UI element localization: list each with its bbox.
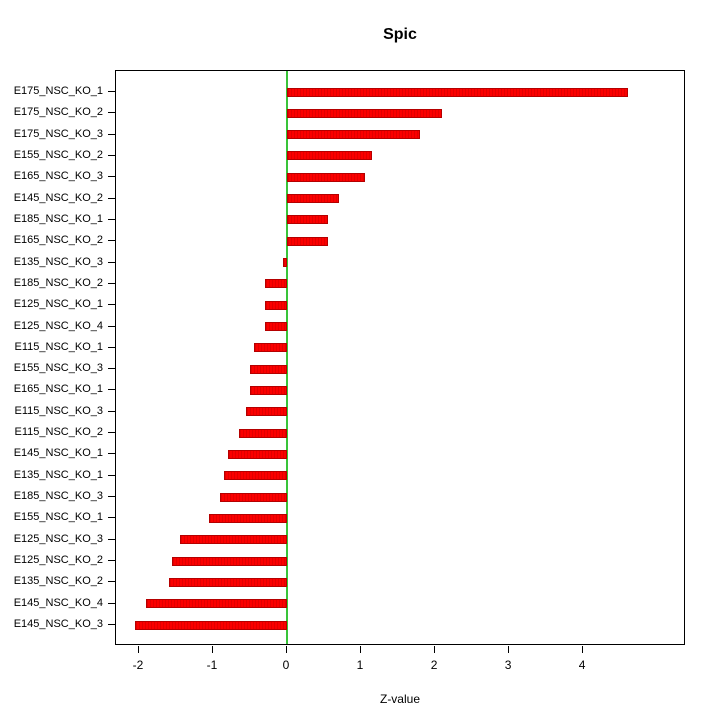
y-axis-label: E125_NSC_KO_2 (13, 554, 103, 567)
y-axis-label: E145_NSC_KO_2 (13, 191, 103, 204)
x-axis-tick-label: -1 (206, 658, 218, 672)
x-axis-tick (360, 646, 362, 653)
bar (287, 108, 443, 118)
x-axis-tick (286, 646, 287, 653)
y-axis-tick (108, 453, 115, 455)
x-axis-label: Z-value (379, 692, 420, 706)
chart-title: Spic (383, 26, 417, 43)
y-axis-label: E125_NSC_KO_4 (13, 319, 103, 332)
y-axis-label: E165_NSC_KO_1 (13, 383, 103, 396)
bar (246, 407, 287, 417)
zero-line (286, 71, 288, 644)
y-axis-label: E145_NSC_KO_1 (13, 447, 103, 460)
y-axis-label: E115_NSC_KO_1 (14, 340, 103, 353)
y-axis-tick (108, 261, 115, 263)
y-axis-label: E155_NSC_KO_3 (13, 362, 103, 375)
y-axis-tick (108, 581, 115, 583)
bar (287, 172, 365, 182)
y-axis-tick (108, 112, 115, 114)
y-axis-tick (108, 432, 115, 434)
y-axis-label: E185_NSC_KO_3 (13, 490, 103, 503)
x-axis-tick-label: -2 (132, 658, 144, 672)
y-axis-label: E115_NSC_KO_2 (14, 426, 103, 439)
y-axis-label: E115_NSC_KO_3 (14, 404, 103, 417)
y-axis-tick (108, 517, 115, 519)
y-axis-tick (108, 496, 115, 498)
bar (220, 492, 287, 502)
bar (209, 513, 287, 523)
bar (283, 258, 287, 268)
x-axis-tick-label: 0 (282, 658, 290, 672)
bar (172, 556, 287, 566)
y-axis-tick (108, 91, 115, 92)
y-axis-label: E175_NSC_KO_3 (13, 127, 103, 140)
y-axis-label: E135_NSC_KO_3 (13, 255, 103, 268)
bar (227, 449, 287, 459)
bar (287, 236, 328, 246)
bar (146, 599, 287, 609)
x-axis-tick (137, 646, 139, 653)
bar (287, 194, 339, 204)
y-axis-tick (108, 474, 115, 476)
bar (264, 279, 287, 289)
bar (179, 535, 287, 545)
y-axis-tick (108, 304, 115, 306)
bar (287, 151, 373, 161)
y-axis-label: E185_NSC_KO_2 (13, 276, 103, 289)
y-axis-label: E175_NSC_KO_1 (13, 85, 103, 97)
y-axis-label: E145_NSC_KO_4 (13, 596, 103, 609)
y-axis-label: E135_NSC_KO_1 (13, 468, 103, 481)
y-axis-label: E155_NSC_KO_1 (13, 511, 103, 524)
y-axis-tick (108, 218, 115, 220)
y-axis-tick (108, 560, 115, 562)
y-axis-tick (108, 240, 115, 242)
x-axis-tick (508, 646, 510, 653)
y-axis-tick (108, 133, 115, 135)
plot-area (115, 70, 685, 645)
bar (264, 322, 287, 332)
y-axis-label: E145_NSC_KO_3 (13, 618, 103, 630)
y-axis-tick (108, 368, 115, 370)
y-axis-tick (108, 346, 115, 348)
x-axis-tick-label: 1 (356, 658, 364, 672)
y-axis-label: E125_NSC_KO_1 (13, 298, 103, 311)
y-axis-label: E165_NSC_KO_3 (13, 170, 103, 183)
y-axis-label: E175_NSC_KO_2 (13, 106, 103, 119)
bar (249, 364, 287, 374)
y-axis-tick (108, 602, 115, 604)
y-axis-label: E135_NSC_KO_2 (13, 575, 103, 588)
x-axis-tick (582, 646, 584, 653)
bar (287, 130, 421, 140)
y-axis-tick (108, 624, 115, 625)
y-axis-label: E155_NSC_KO_2 (13, 148, 103, 161)
y-axis-tick (108, 282, 115, 284)
x-axis-tick-label: 3 (504, 658, 512, 672)
bar (135, 620, 287, 630)
x-axis-tick-label: 4 (578, 658, 586, 672)
y-axis-label: E125_NSC_KO_3 (13, 532, 103, 545)
bar (287, 87, 628, 97)
y-axis-tick (108, 197, 115, 199)
x-axis-tick (211, 646, 213, 653)
y-axis-tick (108, 538, 115, 540)
x-axis-tick (434, 646, 436, 653)
y-axis-tick (108, 389, 115, 391)
bar (249, 385, 287, 395)
bar (264, 300, 287, 310)
x-axis-tick-label: 2 (430, 658, 438, 672)
bar (224, 471, 287, 481)
bar (168, 577, 287, 587)
y-axis-label: E185_NSC_KO_1 (13, 212, 103, 225)
y-axis-tick (108, 410, 115, 412)
y-axis-tick (108, 176, 115, 178)
y-axis-tick (108, 325, 115, 327)
y-axis-label: E165_NSC_KO_2 (13, 234, 103, 247)
bar (238, 428, 287, 438)
bar (287, 215, 328, 225)
bar (253, 343, 287, 353)
y-axis-tick (108, 154, 115, 156)
